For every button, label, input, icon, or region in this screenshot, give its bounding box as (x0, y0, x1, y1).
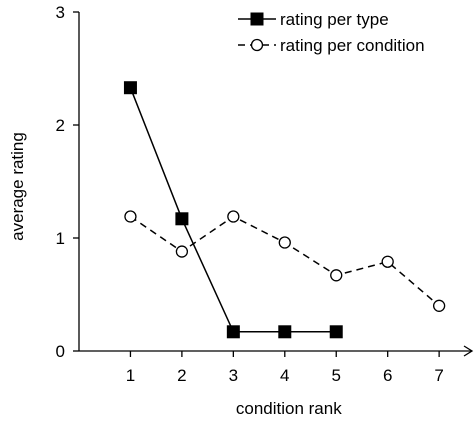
data-point (278, 325, 292, 339)
x-tick-label: 5 (332, 366, 341, 385)
legend-circle-marker (250, 38, 264, 52)
legend: rating per type rating per condition (238, 10, 425, 55)
series-rating-per-type (123, 81, 343, 339)
data-point (175, 212, 189, 226)
data-point (124, 210, 137, 223)
legend-label: rating per type (280, 10, 389, 29)
series-rating-per-condition (124, 210, 446, 312)
series-line (129, 87, 337, 333)
legend-item: rating per type (238, 10, 389, 29)
data-point (278, 236, 291, 249)
data-point (226, 325, 240, 339)
y-axis-label: average rating (8, 132, 27, 241)
data-point (381, 255, 394, 268)
x-tick-label: 7 (434, 366, 443, 385)
data-point (329, 325, 343, 339)
y-tick-label: 1 (56, 229, 65, 248)
x-tick-label: 6 (383, 366, 392, 385)
legend-item: rating per condition (238, 36, 425, 55)
legend-square-marker (250, 12, 264, 26)
data-point (227, 210, 240, 223)
legend-label: rating per condition (280, 36, 425, 55)
data-point (123, 81, 137, 95)
y-tick-label: 0 (56, 342, 65, 361)
y-tick-label: 2 (56, 116, 65, 135)
x-tick-label: 2 (177, 366, 186, 385)
data-point (175, 245, 189, 258)
series-layer (123, 81, 446, 339)
data-point (330, 269, 343, 282)
axes: 0 1 2 3 1 2 3 4 5 6 7 (56, 3, 474, 385)
x-tick-label: 1 (126, 366, 135, 385)
x-tick-label: 4 (280, 366, 289, 385)
x-tick-label: 3 (229, 366, 238, 385)
x-axis-label: condition rank (236, 399, 342, 418)
y-tick-label: 3 (56, 3, 65, 22)
data-point (432, 299, 446, 312)
x-axis-arrow (463, 345, 474, 357)
